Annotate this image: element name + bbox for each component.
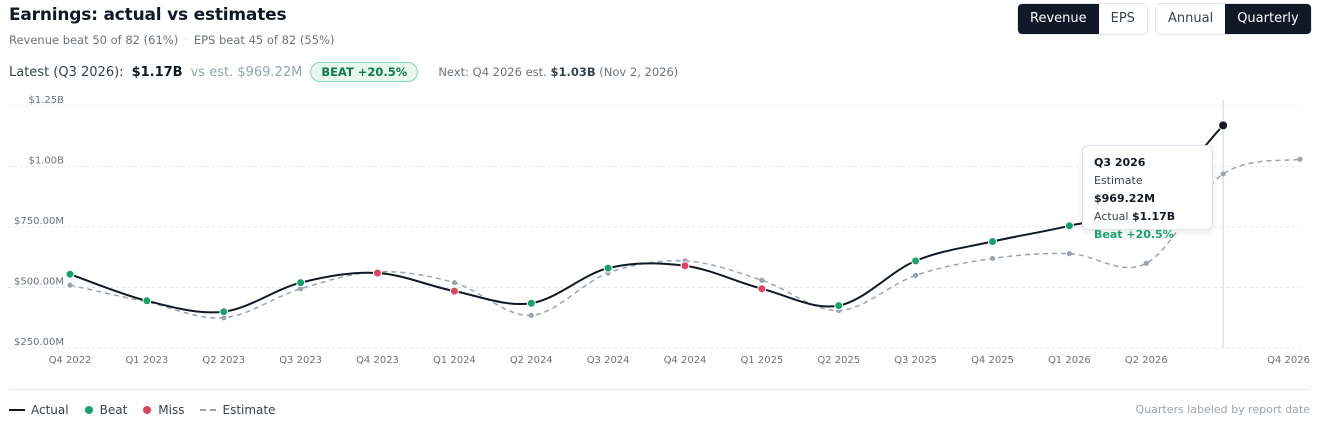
annual-toggle-button[interactable]: Annual — [1168, 11, 1214, 26]
legend-item-beat: Beat — [84, 403, 128, 417]
y-tick-label: $250.00M — [14, 337, 64, 348]
miss-point — [449, 286, 459, 296]
estimate-point — [451, 280, 457, 286]
estimate-point — [221, 315, 227, 321]
legend-estimate-label: Estimate — [222, 403, 276, 417]
beat-badge: BEAT +20.5% — [310, 62, 419, 82]
actual-line-swatch — [9, 409, 25, 411]
latest-label: Latest (Q3 2026): — [9, 64, 124, 80]
legend-divider — [9, 389, 1310, 390]
x-tick-label: Q2 2026 — [1125, 355, 1168, 366]
miss-dot-swatch — [143, 406, 152, 414]
hover-tooltip: Q3 2026 Estimate $969.22M Actual $1.17B … — [1082, 145, 1213, 241]
estimate-point — [1297, 156, 1303, 162]
beat-point — [219, 307, 229, 317]
period-toggle: Annual Quarterly — [1155, 3, 1312, 35]
beat-point — [988, 237, 997, 247]
next-earnings-value: $1.03B — [550, 65, 596, 79]
eps-toggle-button[interactable]: EPS — [1110, 11, 1135, 26]
estimate-point — [989, 255, 996, 262]
miss-point — [680, 261, 690, 271]
x-tick-label: Q1 2026 — [1048, 355, 1091, 366]
estimate-point — [1066, 251, 1072, 257]
tooltip-quarter: Q3 2026 — [1094, 156, 1146, 169]
beat-point — [296, 278, 306, 288]
x-tick-label: Q4 2024 — [664, 355, 707, 366]
chart-footnote: Quarters labeled by report date — [1135, 403, 1310, 416]
estimate-point — [913, 272, 919, 278]
tooltip-estimate-value: $969.22M — [1094, 192, 1156, 205]
x-tick-label: Q4 2023 — [356, 355, 399, 366]
x-tick-label: Q3 2024 — [587, 355, 630, 366]
legend-miss-label: Miss — [158, 403, 185, 417]
estimate-point — [528, 312, 534, 318]
miss-point — [757, 284, 767, 294]
y-tick-label: $1.00B — [29, 156, 65, 167]
metric-toggle: Revenue EPS — [1017, 3, 1148, 35]
x-tick-label: Q4 2022 — [49, 355, 92, 366]
estimate-point — [759, 277, 765, 283]
x-tick-label: Q3 2023 — [279, 355, 322, 366]
x-tick-label: Q4 2025 — [971, 355, 1014, 366]
y-tick-label: $750.00M — [14, 216, 64, 227]
x-tick-label: Q1 2025 — [740, 355, 783, 366]
legend-item-actual: Actual — [9, 403, 69, 417]
tooltip-estimate-label: Estimate — [1094, 174, 1143, 187]
eps-beat-summary: EPS beat 45 of 82 (55%) — [193, 33, 335, 47]
x-tick-label: Q2 2023 — [202, 355, 245, 366]
beat-point — [65, 269, 75, 279]
beat-point — [911, 256, 921, 266]
revenue-toggle-button[interactable]: Revenue — [1018, 4, 1099, 34]
estimate-point — [1143, 260, 1149, 266]
legend-actual-label: Actual — [31, 403, 69, 417]
next-earnings: Next: Q4 2026 est. $1.03B (Nov 2, 2026) — [438, 65, 678, 79]
latest-summary: Latest (Q3 2026): $1.17B vs est. $969.22… — [9, 62, 678, 82]
beat-summary: Revenue beat 50 of 82 (61%) · EPS beat 45 … — [9, 33, 334, 47]
chart-title: Earnings: actual vs estimates — [9, 5, 287, 25]
chart-legend: Actual Beat Miss Estimate — [9, 403, 292, 417]
beat-point — [1218, 120, 1229, 131]
x-tick-label: Q1 2024 — [433, 355, 476, 366]
y-axis: $250.00M $500.00M $750.00M $1.00B $1.25B — [14, 95, 64, 348]
next-earnings-prefix: Next: Q4 2026 est. — [438, 65, 547, 79]
beat-point — [603, 263, 613, 273]
next-earnings-date: (Nov 2, 2026) — [599, 65, 679, 79]
beat-point — [526, 298, 536, 308]
actual-series-line — [69, 124, 1224, 314]
y-tick-label: $500.00M — [14, 277, 64, 288]
tooltip-actual-value: $1.17B — [1131, 210, 1176, 223]
tooltip-estimate-row: Estimate $969.22M — [1094, 172, 1201, 208]
beat-point — [834, 301, 844, 311]
quarterly-toggle-button[interactable]: Quarterly — [1225, 4, 1311, 34]
beat-dot-swatch — [84, 406, 93, 414]
estimate-point — [67, 282, 73, 288]
estimate-dash-swatch — [200, 409, 217, 411]
x-tick-label: Q1 2023 — [125, 355, 168, 366]
x-tick-label: Q2 2025 — [817, 355, 860, 366]
x-tick-label: Q4 2026 — [1267, 355, 1310, 366]
x-tick-label: Q3 2025 — [894, 355, 937, 366]
tooltip-actual-row: Actual $1.17B — [1094, 208, 1201, 226]
legend-beat-label: Beat — [99, 403, 128, 417]
beat-point — [142, 296, 152, 306]
tooltip-status: Beat +20.5% — [1094, 228, 1174, 241]
estimate-point — [1220, 171, 1226, 177]
x-axis: Q4 2022 Q1 2023 Q2 2023 Q3 2023 Q4 2023 Q1 20… — [49, 355, 1310, 366]
y-tick-label: $1.25B — [29, 95, 65, 106]
miss-point — [373, 268, 382, 278]
estimate-series-line — [69, 158, 1301, 319]
tooltip-actual-label: Actual — [1094, 210, 1129, 223]
revenue-beat-summary: Revenue beat 50 of 82 (61%) — [9, 33, 179, 47]
estimate-point — [298, 286, 304, 292]
summary-separator: · — [184, 33, 188, 47]
x-tick-label: Q2 2024 — [510, 355, 553, 366]
legend-item-estimate: Estimate — [200, 403, 276, 417]
latest-estimate: vs est. $969.22M — [190, 64, 303, 80]
latest-actual: $1.17B — [131, 64, 183, 80]
beat-point — [1064, 221, 1074, 231]
legend-item-miss: Miss — [143, 403, 184, 417]
